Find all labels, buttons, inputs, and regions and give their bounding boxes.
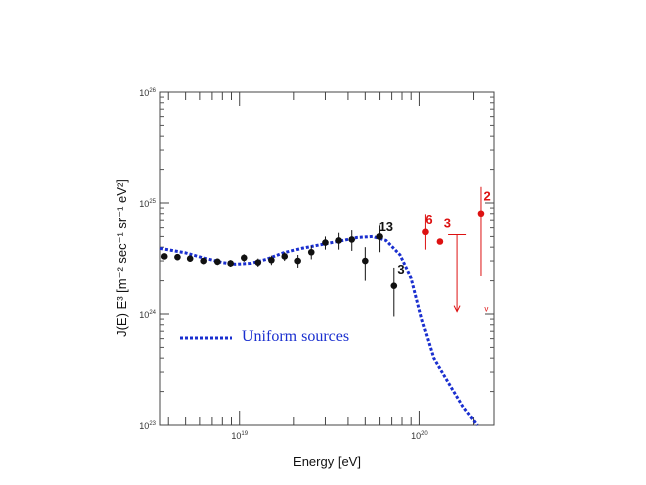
x-tick-label: 1020 (411, 431, 428, 441)
x-axis-title: Energy [eV] (293, 454, 361, 469)
data-point (254, 259, 262, 266)
data-point (268, 256, 275, 264)
error-bars (163, 186, 482, 317)
data-point (422, 228, 429, 236)
data-point (322, 239, 329, 246)
upper-limit-arrow (453, 305, 461, 313)
data-point (186, 255, 194, 262)
data-point (362, 257, 369, 265)
data-point (174, 253, 181, 261)
point-count-label: 3 (397, 262, 404, 277)
data-point (376, 233, 383, 240)
data-point (227, 260, 234, 267)
point-count-label: 13 (379, 219, 393, 234)
major-ticks (160, 91, 494, 426)
y-tick-label: 1023 (139, 421, 156, 431)
point-count-label: 3 (444, 216, 451, 231)
data-point (200, 257, 207, 265)
data-point (477, 210, 485, 218)
tick-labels: 1019 1020 1023 1024 1025 1026 (139, 88, 428, 441)
x-tick-label: 1019 (231, 431, 248, 441)
data-points (160, 210, 485, 289)
minor-ticks (160, 92, 494, 425)
data-point (160, 253, 168, 260)
data-point (436, 238, 444, 245)
data-point (307, 248, 315, 256)
data-point (281, 253, 289, 260)
y-tick-label: 1024 (139, 310, 156, 320)
data-point (348, 236, 356, 243)
data-point (294, 257, 301, 265)
y-tick-label: 1025 (139, 199, 156, 209)
plot-frame (159, 91, 495, 426)
upper-limit-note: v (484, 305, 488, 314)
y-tick-label: 1026 (139, 88, 156, 98)
data-point (390, 282, 398, 289)
point-count-label: 2 (483, 189, 490, 204)
data-point (335, 237, 342, 244)
legend: Uniform sources (180, 328, 349, 345)
point-count-label: 6 (425, 212, 432, 227)
data-point (240, 254, 248, 262)
data-point (213, 258, 221, 266)
y-axis-title: J(E) E³ [m⁻² sec⁻¹ sr⁻¹ eV²] (114, 179, 129, 337)
legend-label: Uniform sources (242, 328, 349, 345)
